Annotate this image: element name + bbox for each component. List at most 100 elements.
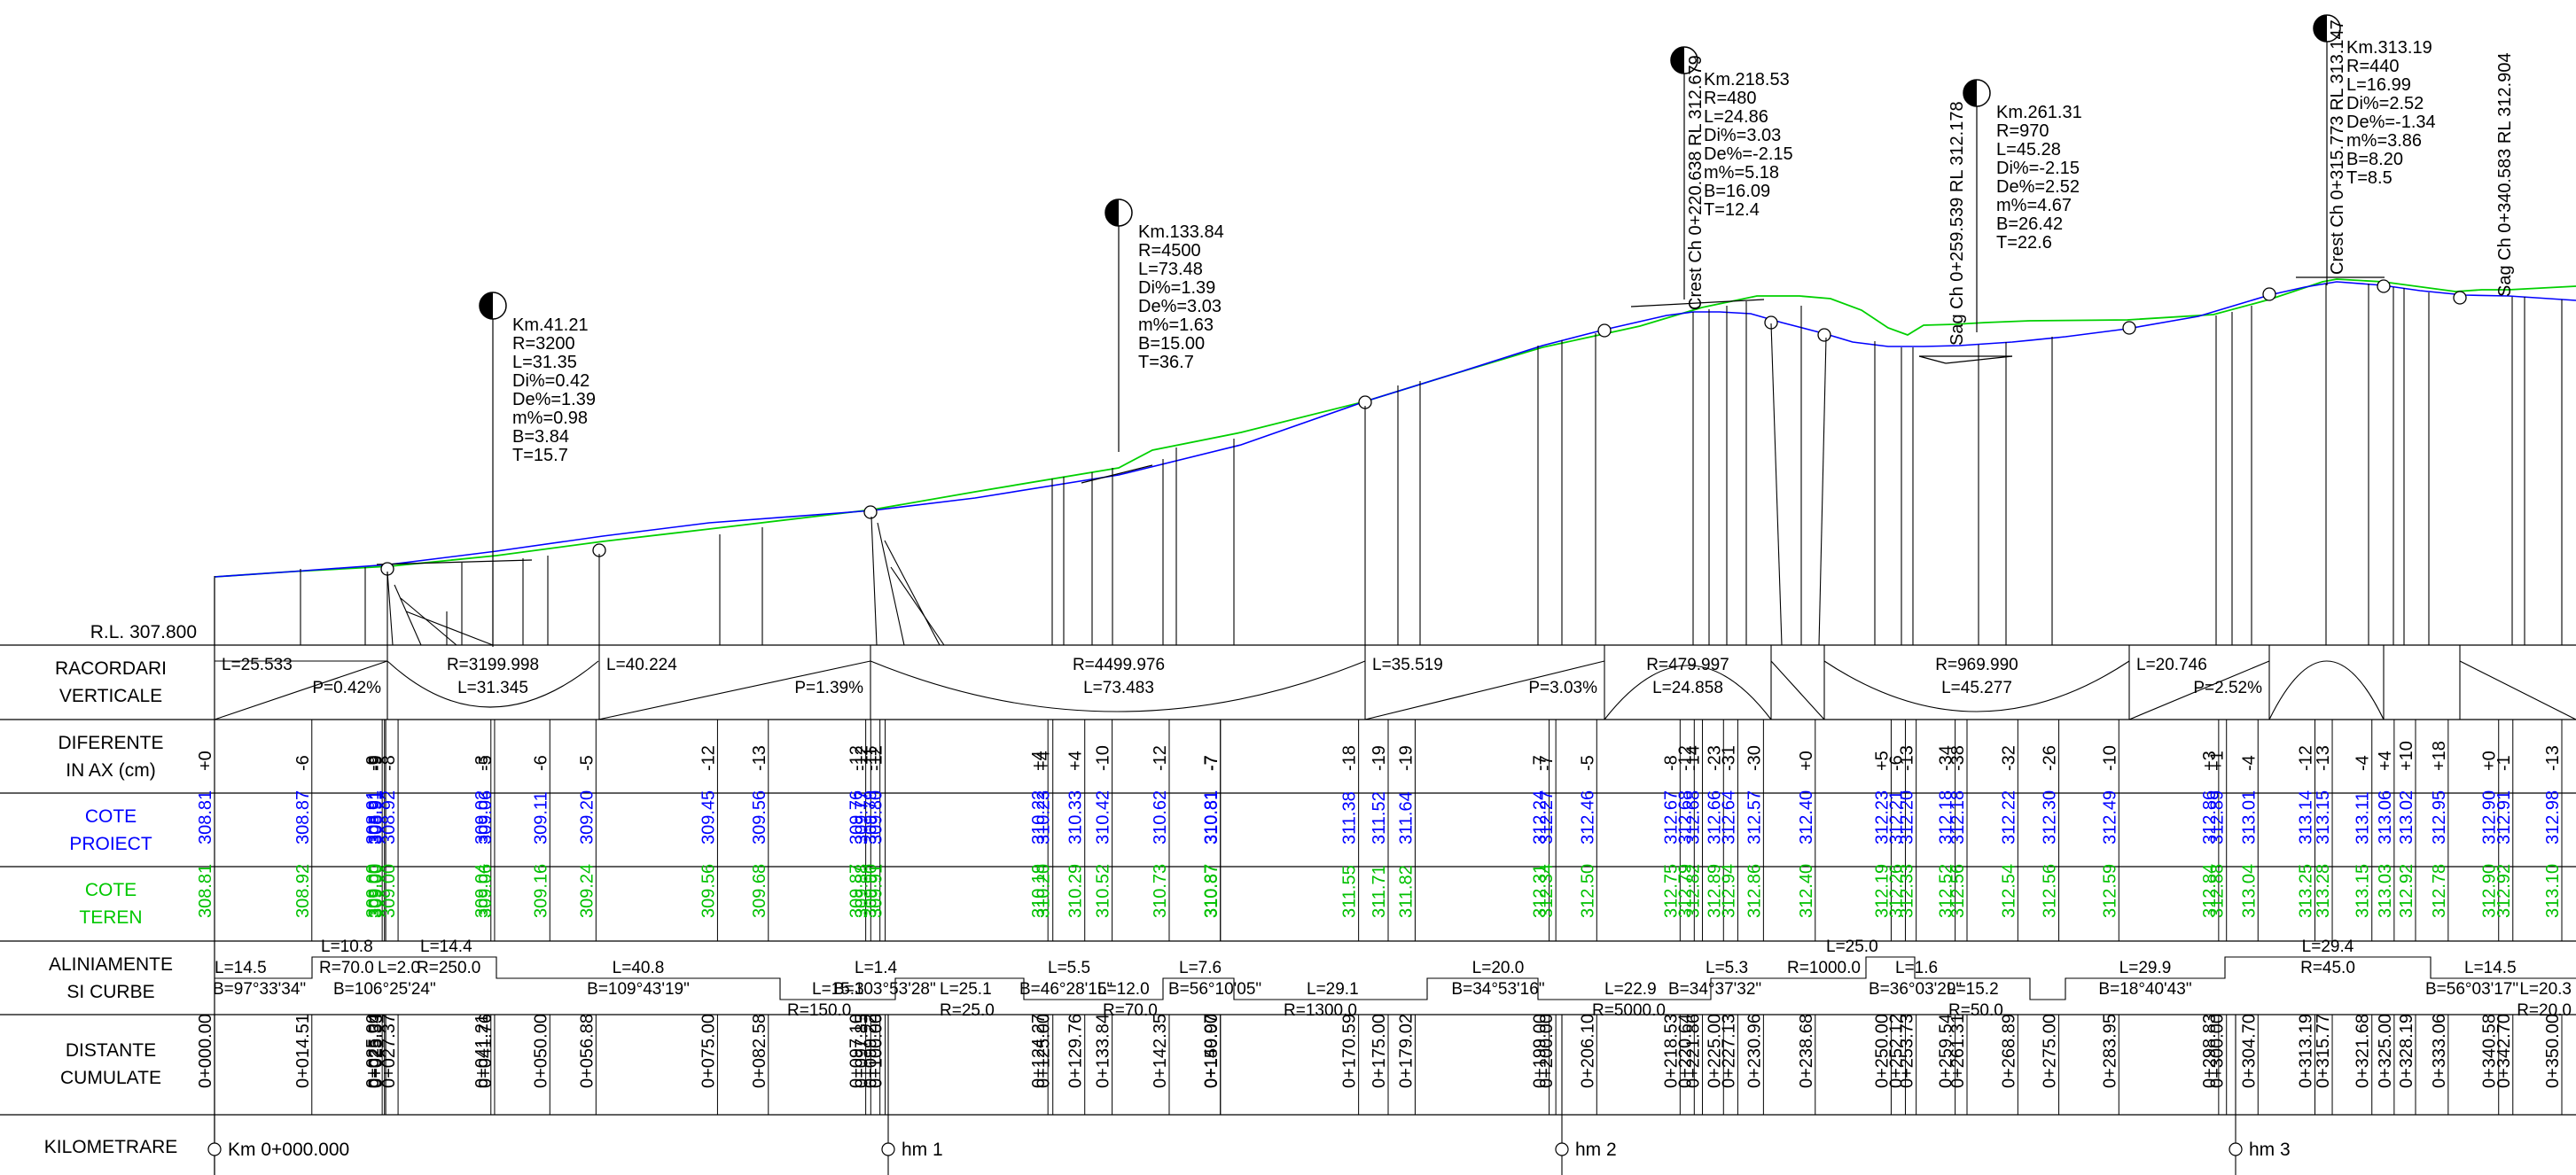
diferenta-value: -13 (2314, 745, 2333, 771)
diferenta-value: -5 (577, 755, 597, 771)
callout-line: T=8.5 (2346, 168, 2393, 188)
aliniament-text: B=36°03'29" (1869, 980, 1962, 999)
callout-line: De%=3.03 (1138, 297, 1222, 316)
diferenta-value: -12 (847, 745, 867, 771)
aliniament-text: R=5000.0 (1592, 1001, 1666, 1020)
hm-marker-icon (1555, 1142, 1569, 1156)
cota-proiect-value: 312.20 (1898, 790, 1917, 844)
hm-label-3: hm 3 (2249, 1140, 2291, 1160)
cota-proiect-value: 309.20 (577, 790, 597, 844)
distanta-value: 0+252.12 (1886, 1014, 1906, 1088)
diferenta-value: -3 (472, 755, 492, 771)
distanta-value: 0+125.00 (1034, 1014, 1054, 1088)
cota-proiect-value: 308.91 (363, 790, 383, 844)
diferenta-value: -13 (750, 745, 769, 771)
distanta-value: 0+220.64 (1675, 1014, 1695, 1088)
distanta-value: 0+225.00 (1705, 1014, 1724, 1088)
distanta-value: 0+175.00 (1370, 1014, 1389, 1088)
cota-teren-value: 309.68 (750, 864, 769, 918)
cota-proiect-value: 309.06 (476, 790, 496, 844)
cota-teren-value: 309.91 (867, 864, 886, 918)
aliniament-text: L=25.1 (940, 980, 992, 999)
crest-label-2: Crest Ch 0+315.773 RL 313.147 (2328, 19, 2347, 275)
diferenta-value: -38 (1948, 745, 1968, 771)
cota-teren-value: 309.87 (847, 864, 867, 918)
header-kilometrare: KILOMETRARE (44, 1137, 178, 1157)
distanta-value: 0+097.85 (852, 1014, 871, 1088)
cota-proiect-value: 309.02 (472, 790, 492, 844)
distanta-value: 0+075.00 (699, 1014, 718, 1088)
aliniament-text: L=2.0 (378, 959, 420, 977)
cota-proiect-value: 309.76 (847, 790, 867, 844)
cota-teren-value: 313.28 (2314, 864, 2333, 918)
callout-line: Di%=-2.15 (1996, 159, 2080, 178)
aliniament-text: L=1.6 (1895, 959, 1938, 977)
distanta-value: 0+218.53 (1661, 1014, 1681, 1088)
aliniament-text: B=97°33'34" (213, 980, 306, 999)
callout-line: Km.41.21 (512, 315, 589, 335)
callout-line: B=8.20 (2346, 150, 2403, 169)
aliniament-text: L=40.8 (613, 959, 665, 977)
distanta-value: 0+025.00 (363, 1014, 383, 1088)
cota-proiect-value: 309.56 (750, 790, 769, 844)
distanta-value: 0+230.96 (1745, 1014, 1764, 1088)
distanta-value: 0+041.76 (476, 1014, 496, 1088)
racordari-text: L=40.224 (606, 656, 677, 674)
aliniament-text: L=10.8 (321, 938, 373, 956)
cota-teren-value: 312.79 (1675, 864, 1695, 918)
aliniament-text: L=15.3 (812, 980, 864, 999)
distanta-value: 0+199.00 (1531, 1014, 1550, 1088)
racordari-text: R=479.997 (1646, 656, 1729, 674)
diferenta-value: -31 (1719, 745, 1738, 771)
cota-teren-value: 312.40 (1797, 864, 1816, 918)
cota-teren-value: 312.34 (1537, 864, 1557, 918)
cota-proiect-value: 313.15 (2314, 790, 2333, 844)
diferenta-value: -26 (2041, 745, 2060, 771)
racordari-text: L=73.483 (1083, 679, 1154, 697)
distanta-value: 0+027.37 (379, 1014, 399, 1088)
distanta-value: 0+170.59 (1340, 1014, 1360, 1088)
cota-teren-value: 309.90 (862, 864, 881, 918)
aliniament-text: R=70.0 (319, 959, 374, 977)
callout-line: B=15.00 (1138, 334, 1205, 354)
diferenta-value: -1 (2494, 755, 2514, 771)
diferenta-value: -9 (363, 755, 383, 771)
station-lines (214, 284, 2563, 645)
diferenta-value: -6 (531, 755, 550, 771)
cota-teren-value: 310.29 (1066, 864, 1086, 918)
distanta-value: 0+179.02 (1396, 1014, 1416, 1088)
diferenta-value: -7 (1531, 755, 1550, 771)
callout-line: De%=-2.15 (1704, 144, 1793, 164)
cota-proiect-value: 310.23 (1034, 790, 1054, 844)
cota-teren-value: 308.81 (196, 864, 215, 918)
distanta-value: 0+000.00 (196, 1014, 215, 1088)
distanta-value: 0+261.31 (1948, 1014, 1968, 1088)
distanta-value: 0+050.00 (531, 1014, 550, 1088)
distanta-value: 0+221.86 (1684, 1014, 1704, 1088)
cota-proiect-value: 312.49 (2100, 790, 2119, 844)
cota-proiect-value: 312.22 (1999, 790, 2018, 844)
callout-line: De%=1.39 (512, 390, 596, 409)
header-racordari-2: VERTICALE (59, 686, 162, 706)
aliniament-text: R=250.0 (417, 959, 480, 977)
cota-proiect-value: 312.86 (2200, 790, 2220, 844)
racordari-text: R=3199.998 (447, 656, 539, 674)
cota-proiect-value: 308.91 (367, 790, 386, 844)
callout-line: T=12.4 (1704, 200, 1760, 220)
aliniament-text: L=12.0 (1097, 980, 1150, 999)
callout-line: B=26.42 (1996, 214, 2063, 234)
callout-line: Di%=0.42 (512, 371, 589, 391)
callout-line: R=440 (2346, 57, 2400, 76)
diferenta-value: -18 (1340, 745, 1360, 771)
callout-line: T=22.6 (1996, 233, 2052, 253)
diferenta-value: +0 (196, 751, 215, 771)
diferenta-value: -23 (1705, 745, 1724, 771)
aliniament-text: B=103°53'28" (833, 980, 936, 999)
diferenta-value: -6 (1886, 755, 1906, 771)
callout-line: B=16.09 (1704, 182, 1770, 201)
distanta-value: 0+298.83 (2200, 1014, 2220, 1088)
aliniament-text: L=20.3 (2519, 980, 2572, 999)
diferenta-value: -12 (2297, 745, 2316, 771)
cota-proiect-value: 312.24 (1531, 790, 1550, 844)
